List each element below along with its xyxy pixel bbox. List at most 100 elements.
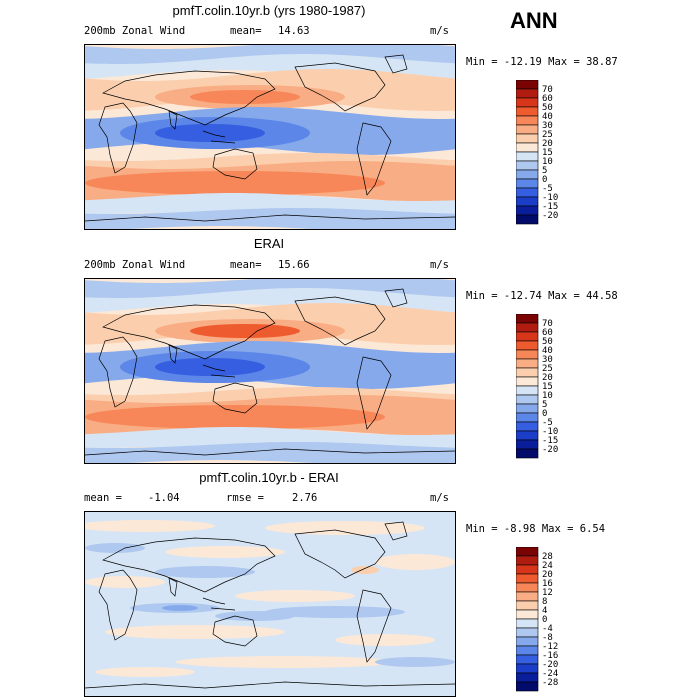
colorbar-tick-label: -24 [542,669,558,679]
panel-2-map [84,278,456,464]
positive-anomaly [85,576,165,588]
coastlines [85,288,455,456]
panel-2-mean-label: mean= [230,259,262,271]
panel-1-colorbar: 70 60 50 40 30 25 20 15 10 5 0 -5 -10 -15 -20 [515,79,596,233]
positive-anomaly [105,625,285,639]
colorbar-tick-label: 10 [542,157,553,167]
colorbar-swatch [515,546,539,557]
positive-anomaly [265,521,425,535]
positive-anomaly [235,590,355,602]
panel-3-map [84,511,456,697]
panel-3-minmax: Min = -8.98 Max = 6.54 [466,523,606,535]
colorbar-tick-label: -10 [542,193,558,203]
positive-anomaly [375,554,455,570]
panel-2-mean-value: 15.66 [278,259,310,271]
colorbar-tick-label: 15 [542,148,553,158]
panel-2-contour-map [85,279,455,463]
colorbar-swatch [515,636,539,647]
colorbar-swatch [515,385,539,396]
colorbar-swatch [515,349,539,360]
colorbar-swatch [515,331,539,342]
panel-2-variable: 200mb Zonal Wind [84,259,186,271]
colorbar-swatch [515,421,539,432]
colorbar-tick-label: 5 [542,166,547,176]
colorbar-tick-label: -5 [542,184,553,194]
colorbar-swatch [515,313,539,324]
colorbar-swatch [515,142,539,153]
colorbar-swatch [515,555,539,566]
colorbar-tick-label: -5 [542,418,553,428]
atlantic-easterly [375,123,455,143]
colorbar-tick-label: 20 [542,570,553,580]
colorbar-tick-label: -15 [542,436,558,446]
colorbar-tick-label: -8 [542,633,553,643]
negative-anomaly-strong [162,605,198,611]
colorbar-tick-label: -4 [542,624,553,634]
panel-3-mean-value: -1.04 [148,492,180,504]
colorbar-swatch [515,394,539,405]
panel-1-minmax: Min = -12.19 Max = 38.87 [466,56,618,68]
colorbar-tick-label: 0 [542,175,547,185]
panel-2-title: ERAI [253,236,285,251]
season-label: ANN [510,8,558,33]
colorbar-tick-label: 0 [542,409,547,419]
colorbar-swatch [515,412,539,423]
colorbar-tick-label: -12 [542,642,558,652]
colorbar-swatch [515,645,539,656]
colorbar-swatch [515,564,539,575]
colorbar-swatch [515,609,539,620]
colorbar-swatch [515,439,539,450]
colorbar-tick-label: 60 [542,328,553,338]
colorbar-swatch [515,88,539,99]
colorbar-swatch [515,160,539,171]
colorbar-swatch [515,376,539,387]
colorbar-tick-label: 12 [542,588,553,598]
colorbar-tick-label: 70 [542,85,553,95]
colorbar-swatch [515,187,539,198]
colorbar-swatch [515,672,539,683]
coastlines [85,521,455,689]
jet-max-north [190,90,300,104]
colorbar-tick-label: -20 [542,445,558,455]
colorbar-swatch [515,322,539,333]
colorbar-tick-label: 10 [542,391,553,401]
colorbar-swatch [515,115,539,126]
colorbar-tick-label: 60 [542,94,553,104]
colorbar-swatch [515,97,539,108]
colorbar-swatch [515,358,539,369]
colorbar-swatch [515,106,539,117]
panel-3-rmse-value: 2.76 [292,492,318,504]
panel-3-rmse-label: rmse = [226,492,264,504]
positive-anomaly-strong [351,566,379,574]
colorbar-swatch [515,124,539,135]
colorbar-tick-label: 40 [542,346,553,356]
negative-anomaly [85,543,145,553]
colorbar-swatch [515,627,539,638]
colorbar-swatch [515,591,539,602]
colorbar-tick-label: 25 [542,130,553,140]
colorbar-swatch [515,430,539,441]
colorbar-swatch [515,214,539,225]
panel-3-units: m/s [430,492,449,504]
colorbar-tick-label: 50 [542,337,553,347]
colorbar-tick-label: 40 [542,112,553,122]
panel-1-title: pmfT.colin.10yr.b (yrs 1980-1987) [172,3,366,18]
colorbar-swatch [515,178,539,189]
polar-band [85,208,455,229]
colorbar-tick-label: 4 [542,606,547,616]
colorbar-swatch [515,340,539,351]
colorbar-tick-label: 30 [542,355,553,365]
colorbar-tick-label: 28 [542,552,553,562]
panel-2-colorbar: 70 60 50 40 30 25 20 15 10 5 0 -5 -10 -15 -20 [515,313,596,467]
colorbar-tick-label: -10 [542,427,558,437]
colorbar-swatch [515,169,539,180]
panel-1-units: m/s [430,25,449,37]
colorbar-swatch [515,133,539,144]
polar-band [85,442,455,463]
panel-3-colorbar: 28 24 20 16 12 8 4 0 -4 -8 -12 -16 -20 -24 -28 [515,546,596,700]
colorbar-tick-label: -28 [542,678,558,688]
positive-anomaly [95,667,195,677]
colorbar-swatch [515,663,539,674]
